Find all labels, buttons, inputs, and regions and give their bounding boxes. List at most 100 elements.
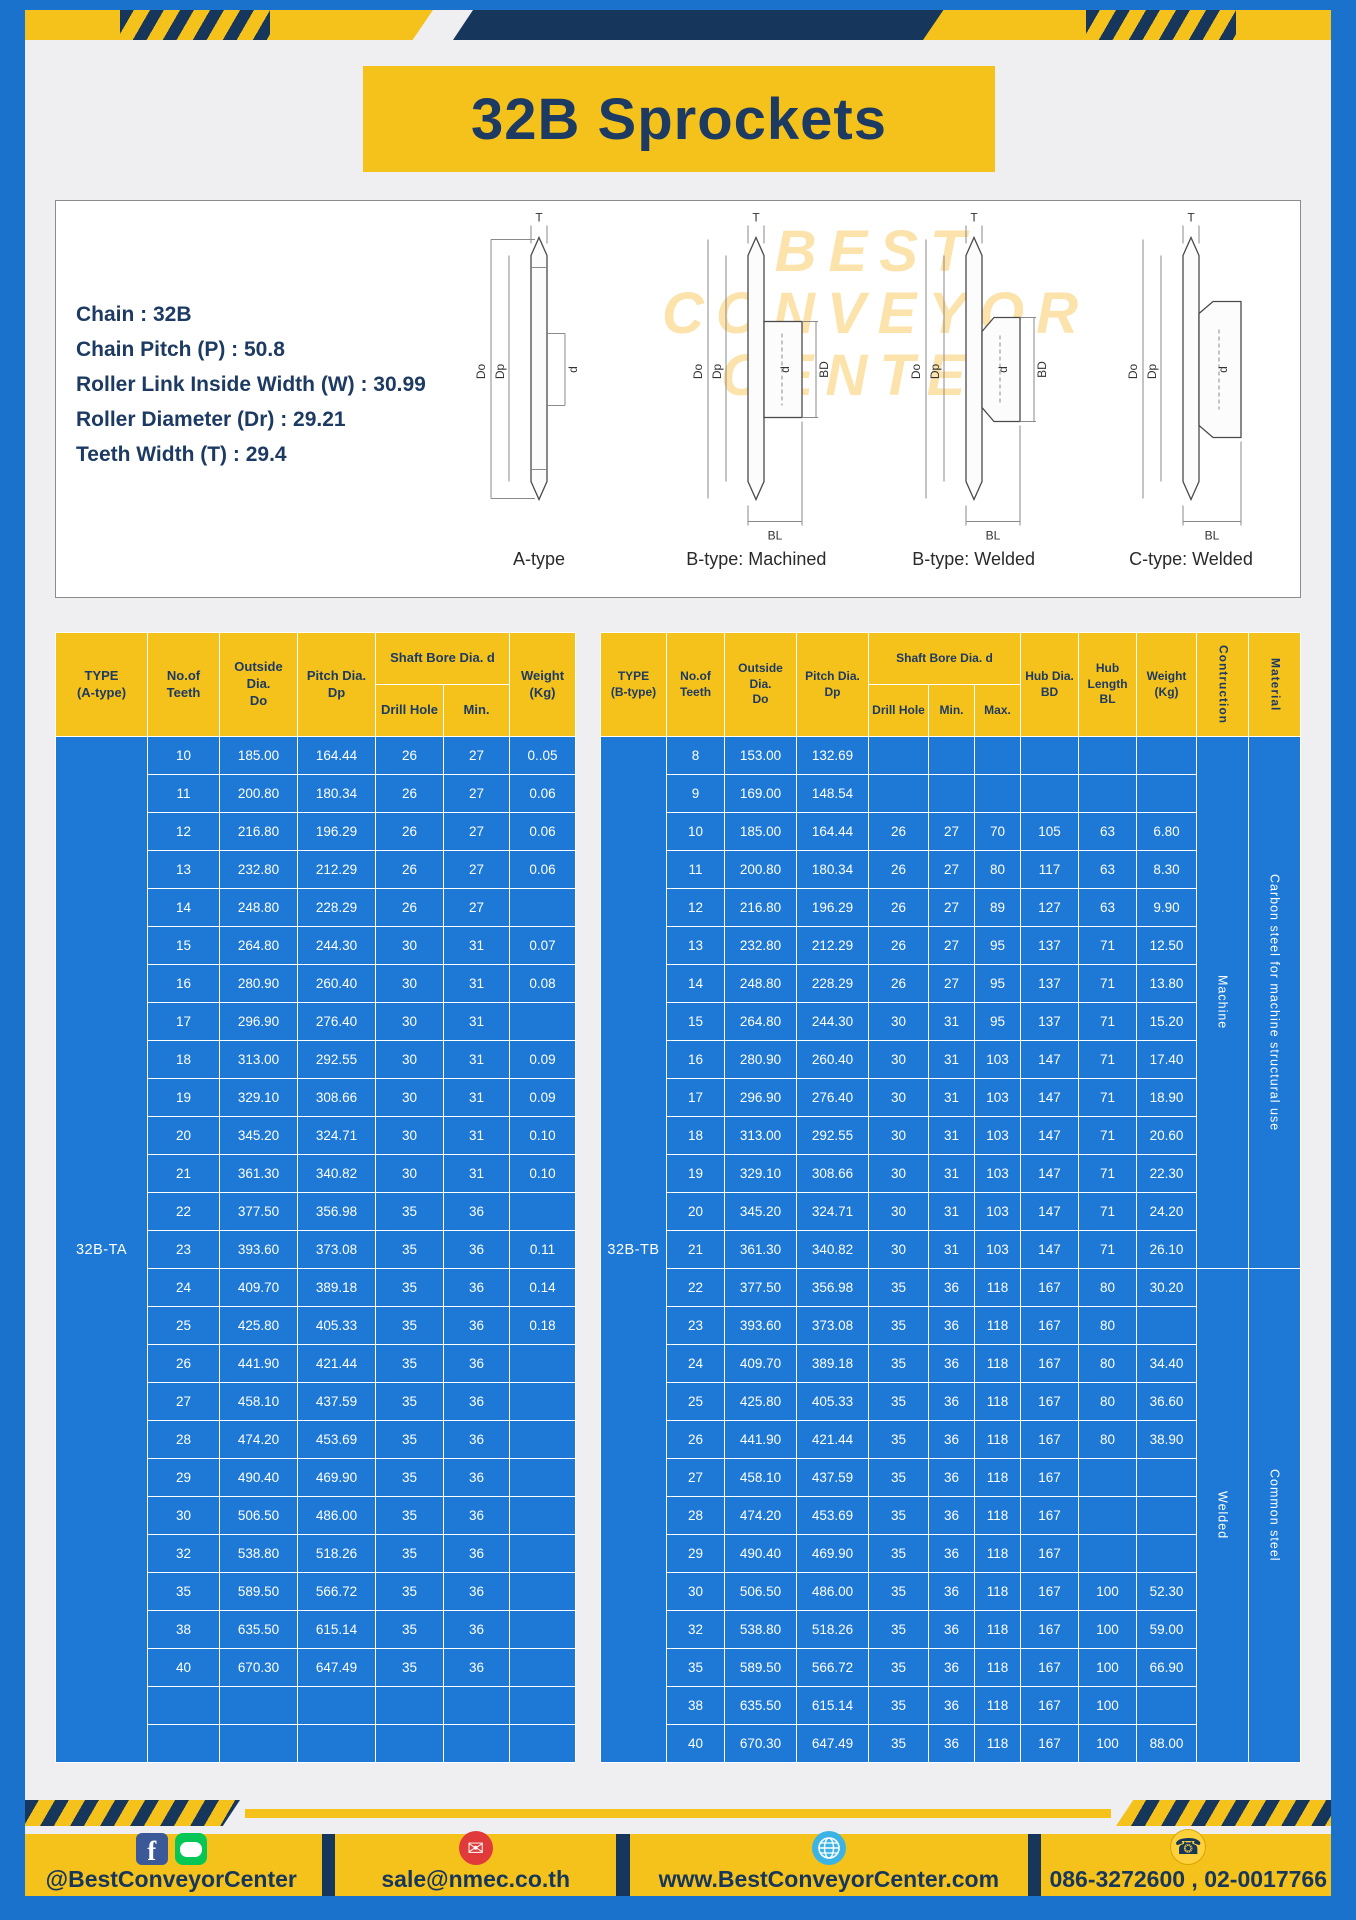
table-cell: 35 xyxy=(868,1344,929,1383)
table-cell: 538.80 xyxy=(724,1610,797,1649)
table-cell: 0.08 xyxy=(509,964,576,1003)
phone-icon[interactable]: ☎ xyxy=(1170,1829,1207,1865)
table-cell xyxy=(1020,736,1080,775)
table-cell: 0.07 xyxy=(509,926,576,965)
table-row: 11 200.80 180.34 26 27 80 117 63 8.30 xyxy=(601,850,1301,889)
table-cell: 292.55 xyxy=(297,1040,376,1079)
diagram-c-type-welded: T Do Dp d BL C-type: Welded xyxy=(1088,207,1294,593)
table-cell: 409.70 xyxy=(219,1268,298,1307)
table-cell: 0.06 xyxy=(509,850,576,889)
table-cell: 27 xyxy=(928,964,975,1003)
table-cell xyxy=(509,1420,576,1459)
table-cell: 27 xyxy=(928,812,975,851)
footer-social-section[interactable]: f @BestConveyorCenter xyxy=(25,1833,318,1896)
table-cell: 35 xyxy=(666,1648,725,1687)
col-header-weight: Weight (Kg) xyxy=(1136,632,1198,737)
col-header-drill-hole: Drill Hole xyxy=(868,684,929,737)
table-cell: 36 xyxy=(928,1382,975,1421)
table-cell: 377.50 xyxy=(219,1192,298,1231)
table-cell xyxy=(219,1724,298,1763)
line-icon[interactable] xyxy=(174,1833,207,1865)
table-row: 11 200.80 180.34 26 27 0.06 xyxy=(56,774,576,813)
table-cell: 185.00 xyxy=(724,812,797,851)
footer-email-section[interactable]: ✉ sale@nmec.co.th xyxy=(339,1831,612,1896)
table-cell: 361.30 xyxy=(724,1230,797,1269)
table-cell: 36 xyxy=(928,1420,975,1459)
footer-website[interactable]: www.BestConveyorCenter.com xyxy=(658,1866,1000,1892)
footer-divider xyxy=(1027,1834,1042,1896)
table-row: 18 313.00 292.55 30 31 103 147 71 20.60 xyxy=(601,1116,1301,1155)
sprocket-section-icon: T Do Dp d xyxy=(474,211,580,502)
table-cell: 437.59 xyxy=(796,1458,869,1497)
table-cell: 30 xyxy=(868,1154,929,1193)
footer-social-handle[interactable]: @BestConveyorCenter xyxy=(45,1866,297,1892)
table-cell: 30 xyxy=(375,1040,444,1079)
table-cell: 12 xyxy=(147,812,220,851)
table-cell xyxy=(147,1686,220,1725)
table-row: 23 393.60 373.08 35 36 118 167 80 xyxy=(601,1306,1301,1345)
table-cell: 63 xyxy=(1078,812,1138,851)
footer-bar: f @BestConveyorCenter ✉ sale@nmec.co.th … xyxy=(25,1829,1331,1896)
table-cell: 137 xyxy=(1020,1002,1080,1041)
table-cell: 71 xyxy=(1078,1116,1138,1155)
table-b-body: 32B-TB 8 153.00 132.69 Machine Carbon steel f… xyxy=(600,736,1302,1763)
table-cell: 647.49 xyxy=(796,1724,869,1763)
table-cell xyxy=(509,1534,576,1573)
facebook-icon[interactable]: f xyxy=(135,1833,168,1865)
table-row xyxy=(56,1724,576,1763)
table-row: 32B-TB 8 153.00 132.69 Machine Carbon steel f… xyxy=(600,736,1302,1763)
table-cell: 647.49 xyxy=(297,1648,376,1687)
table-cell: 71 xyxy=(1078,1230,1138,1269)
table-cell xyxy=(509,1192,576,1231)
type-label-cell: 32B-TB xyxy=(600,736,667,1763)
mail-icon[interactable]: ✉ xyxy=(458,1831,493,1865)
table-cell: 103 xyxy=(973,1040,1022,1079)
table-row: 25 425.80 405.33 35 36 0.18 xyxy=(56,1306,576,1345)
table-cell: 35 xyxy=(868,1306,929,1345)
table-cell: 35 xyxy=(375,1572,444,1611)
table-cell xyxy=(509,1686,576,1725)
table-cell xyxy=(1136,1306,1198,1345)
table-cell: 35 xyxy=(868,1572,929,1611)
table-cell: 35 xyxy=(375,1496,444,1535)
col-header-shaft-bore-group: Shaft Bore Dia. d xyxy=(375,632,510,685)
table-cell: 71 xyxy=(1078,1078,1138,1117)
table-cell: 27 xyxy=(443,812,510,851)
table-row: 16 280.90 260.40 30 31 103 147 71 17.40 xyxy=(601,1040,1301,1079)
table-cell: 18 xyxy=(147,1040,220,1079)
footer-website-section[interactable]: www.BestConveyorCenter.com xyxy=(634,1831,1024,1896)
table-cell: 167 xyxy=(1020,1306,1080,1345)
table-cell: 80 xyxy=(1078,1420,1138,1459)
table-cell: 103 xyxy=(973,1078,1022,1117)
globe-icon[interactable] xyxy=(811,1831,846,1865)
table-cell: 409.70 xyxy=(724,1344,797,1383)
diagram-caption: B-type: Welded xyxy=(912,549,1036,569)
table-row: 27 458.10 437.59 35 36 xyxy=(56,1382,576,1421)
table-cell xyxy=(509,888,576,927)
table-cell: 103 xyxy=(973,1230,1022,1269)
table-cell: 9.90 xyxy=(1136,888,1198,927)
col-header-type: TYPE (B-type) xyxy=(600,632,667,737)
table-cell: 167 xyxy=(1020,1268,1080,1307)
table-cell: 31 xyxy=(928,1002,975,1041)
svg-text:BD: BD xyxy=(1035,361,1049,378)
table-cell: 100 xyxy=(1078,1572,1138,1611)
table-cell: 11 xyxy=(666,850,725,889)
table-cell: 615.14 xyxy=(297,1610,376,1649)
table-cell: 137 xyxy=(1020,964,1080,1003)
spec-line-chain: Chain : 32B xyxy=(76,303,192,326)
footer-phone-section[interactable]: ☎ 086-3272600 , 02-0017766 xyxy=(1045,1829,1331,1896)
footer-email[interactable]: sale@nmec.co.th xyxy=(381,1866,570,1892)
col-header-weight: Weight (Kg) xyxy=(509,632,576,737)
footer-phone-numbers[interactable]: 086-3272600 , 02-0017766 xyxy=(1049,1866,1327,1892)
table-cell: 103 xyxy=(973,1154,1022,1193)
table-cell: 10 xyxy=(666,812,725,851)
table-cell: 167 xyxy=(1020,1458,1080,1497)
table-cell: 458.10 xyxy=(724,1458,797,1497)
table-cell: 0.06 xyxy=(509,774,576,813)
table-cell: 118 xyxy=(973,1496,1022,1535)
table-cell: 308.66 xyxy=(297,1078,376,1117)
table-cell: 147 xyxy=(1020,1078,1080,1117)
table-cell: 30 xyxy=(375,1116,444,1155)
table-cell: 180.34 xyxy=(297,774,376,813)
